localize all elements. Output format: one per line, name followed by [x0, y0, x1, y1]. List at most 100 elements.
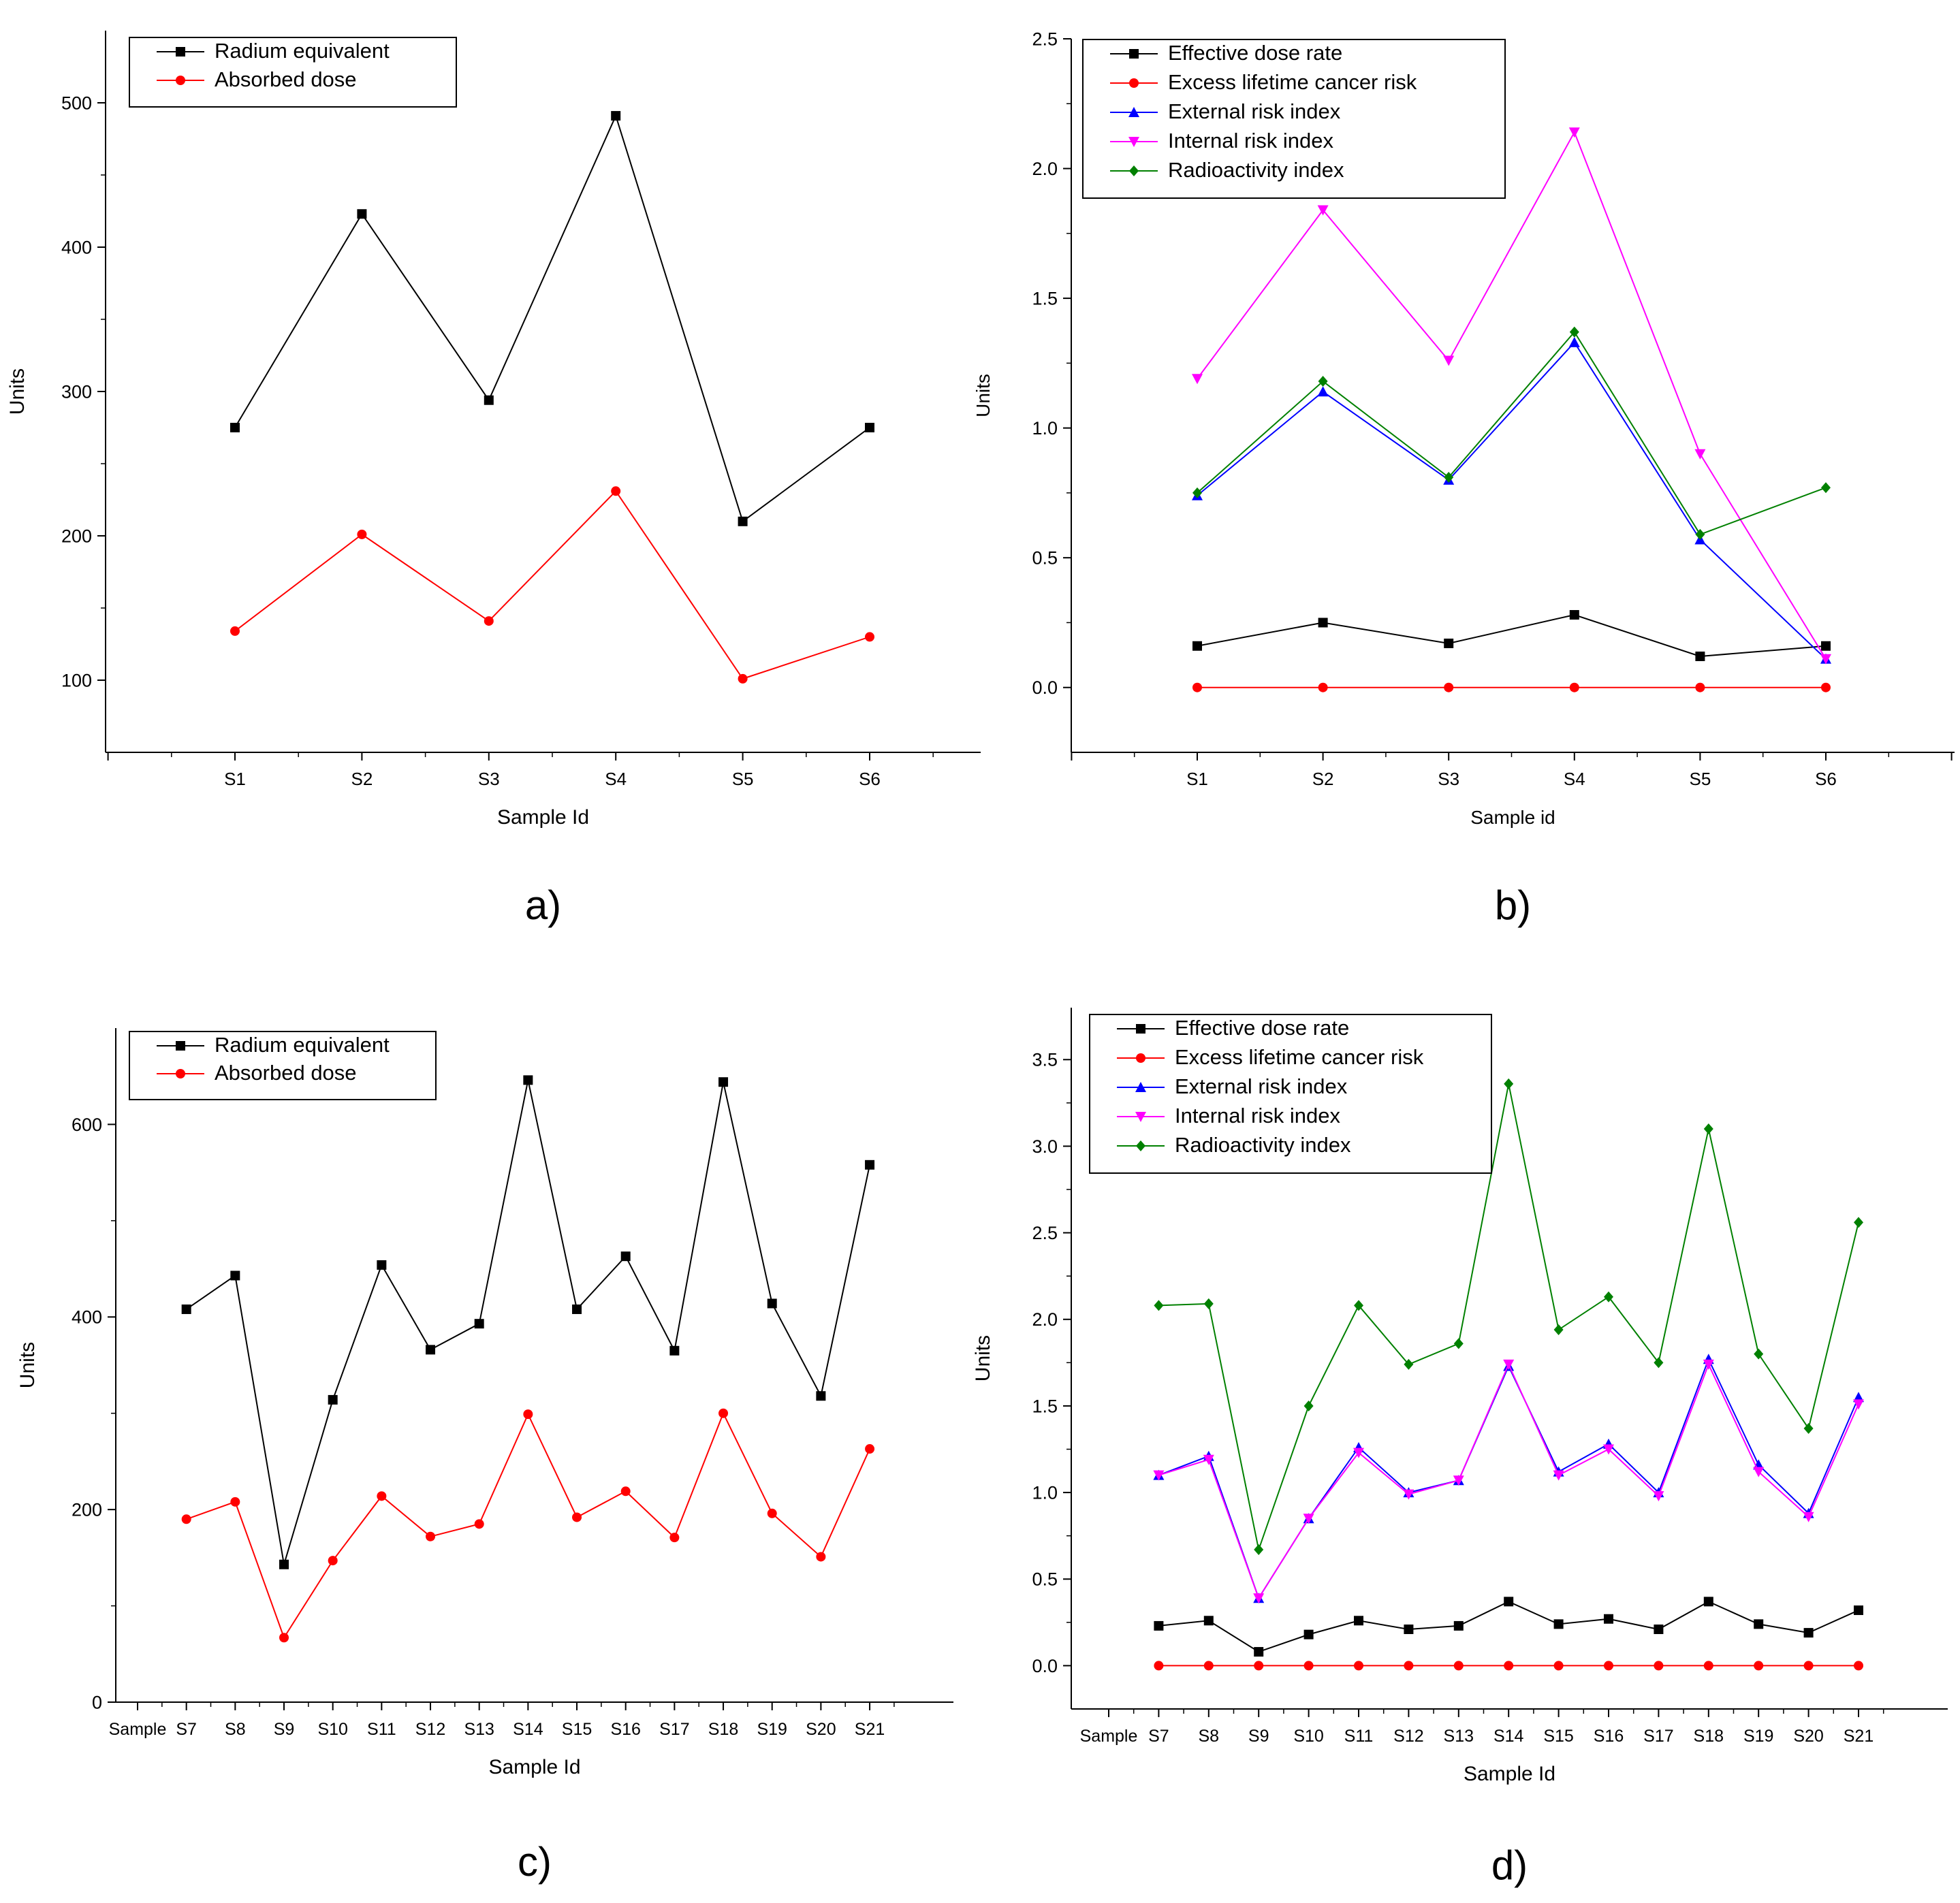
x-tick-label: S9 — [274, 1720, 295, 1739]
y-axis-title: Units — [973, 374, 994, 417]
data-point — [1553, 1619, 1564, 1629]
x-tick-label: Sample — [109, 1720, 167, 1739]
data-point — [279, 1633, 289, 1643]
data-point — [1568, 127, 1580, 138]
data-point — [1553, 1470, 1564, 1481]
data-point — [230, 626, 240, 636]
data-point — [1569, 326, 1579, 338]
series-line — [234, 114, 870, 523]
data-point — [1654, 1661, 1664, 1671]
series-line — [1197, 341, 1827, 660]
legend-marker — [176, 76, 185, 85]
data-point — [1404, 1358, 1414, 1370]
data-point — [1504, 1661, 1514, 1671]
data-point — [669, 1345, 680, 1356]
data-point — [1753, 1467, 1765, 1477]
data-point — [865, 632, 874, 642]
data-point — [426, 1345, 436, 1355]
data-point — [611, 486, 621, 496]
legend-label: Radioactivity index — [1168, 158, 1344, 182]
legend-marker — [1135, 1112, 1146, 1122]
data-point — [1695, 651, 1705, 661]
data-point — [1754, 1348, 1764, 1360]
data-point — [328, 1394, 338, 1405]
y-tick-label: 2.5 — [1032, 1223, 1058, 1243]
data-point — [1203, 1661, 1214, 1671]
data-point — [865, 1444, 875, 1454]
x-tick-label: S9 — [1248, 1727, 1269, 1746]
x-tick-label: Sample — [1080, 1727, 1138, 1746]
x-tick-label: S20 — [1793, 1727, 1823, 1746]
legend-marker — [1136, 1024, 1145, 1034]
data-point — [1803, 1512, 1814, 1522]
data-point — [1695, 528, 1705, 540]
data-point — [1654, 1625, 1664, 1635]
x-tick-label: S8 — [225, 1720, 246, 1739]
data-point — [1254, 1544, 1264, 1556]
data-point — [1403, 1489, 1414, 1500]
y-tick-label: 0.0 — [1032, 1656, 1058, 1676]
data-point — [1404, 1661, 1414, 1671]
data-point — [1317, 205, 1329, 216]
y-tick-label: 400 — [61, 237, 92, 257]
data-point — [1553, 1324, 1564, 1336]
y-tick-label: 300 — [61, 381, 92, 402]
data-point — [620, 1486, 631, 1497]
x-tick-label: S15 — [1543, 1727, 1573, 1746]
data-point — [1553, 1661, 1564, 1671]
legend-label: Excess lifetime cancer risk — [1168, 70, 1417, 94]
chart-d: 0.0 0.5 1.0 1.5 2.0 2.5 3.0 3.5 Sample S7 S8 S9 S10 S… — [972, 1008, 1948, 1888]
legend-marker — [1136, 1140, 1145, 1151]
data-point — [718, 1408, 729, 1418]
legend-label: Effective dose rate — [1168, 41, 1342, 65]
x-tick-label: S20 — [806, 1720, 836, 1739]
x-axis-title: Sample Id — [497, 806, 589, 829]
data-point — [1303, 1629, 1314, 1640]
data-point — [230, 1270, 240, 1281]
panel-label: d) — [1491, 1842, 1528, 1888]
x-tick-label: S2 — [351, 769, 373, 789]
data-point — [1703, 1359, 1714, 1370]
data-point — [230, 423, 240, 432]
data-point — [1318, 618, 1328, 628]
data-point — [279, 1559, 289, 1569]
data-point — [1254, 1647, 1264, 1657]
data-point — [328, 1556, 338, 1566]
legend-marker — [176, 47, 185, 57]
x-axis-title: Sample Id — [1464, 1763, 1555, 1785]
y-tick-label: 3.5 — [1032, 1050, 1058, 1070]
data-point — [1444, 682, 1454, 692]
y-axis-title: Units — [972, 1335, 994, 1381]
series-line — [1158, 1357, 1859, 1600]
data-point — [1820, 654, 1831, 665]
x-tick-label: S13 — [464, 1720, 494, 1739]
data-point — [1603, 1444, 1614, 1455]
data-point — [1568, 336, 1580, 347]
data-point — [1754, 1619, 1764, 1629]
legend-label: Internal risk index — [1175, 1104, 1340, 1128]
x-tick-label: S12 — [415, 1720, 445, 1739]
y-tick-label: 0.0 — [1032, 677, 1058, 698]
series-line — [1197, 613, 1827, 658]
legend: Effective dose rate Excess lifetime cance… — [1082, 39, 1506, 199]
y-tick-label: 0.5 — [1032, 1569, 1058, 1590]
data-point — [1821, 482, 1831, 494]
data-point — [718, 1077, 729, 1087]
legend-label: Radium equivalent — [215, 39, 390, 63]
x-tick-label: S7 — [176, 1720, 197, 1739]
data-point — [767, 1508, 777, 1518]
series-line — [234, 490, 870, 680]
data-point — [230, 1497, 240, 1507]
data-point — [1354, 1616, 1363, 1626]
data-point — [1154, 1620, 1164, 1631]
data-point — [1303, 1400, 1314, 1411]
legend-label: External risk index — [1168, 99, 1341, 123]
data-point — [484, 395, 494, 405]
legend-label: Internal risk index — [1168, 129, 1333, 153]
data-point — [1569, 610, 1579, 620]
data-point — [1354, 1300, 1363, 1311]
data-point — [1821, 641, 1831, 651]
legend: Radium equivalent Absorbed dose — [129, 37, 457, 108]
x-axis-title: Sample Id — [488, 1756, 580, 1778]
series-line — [1197, 130, 1827, 660]
